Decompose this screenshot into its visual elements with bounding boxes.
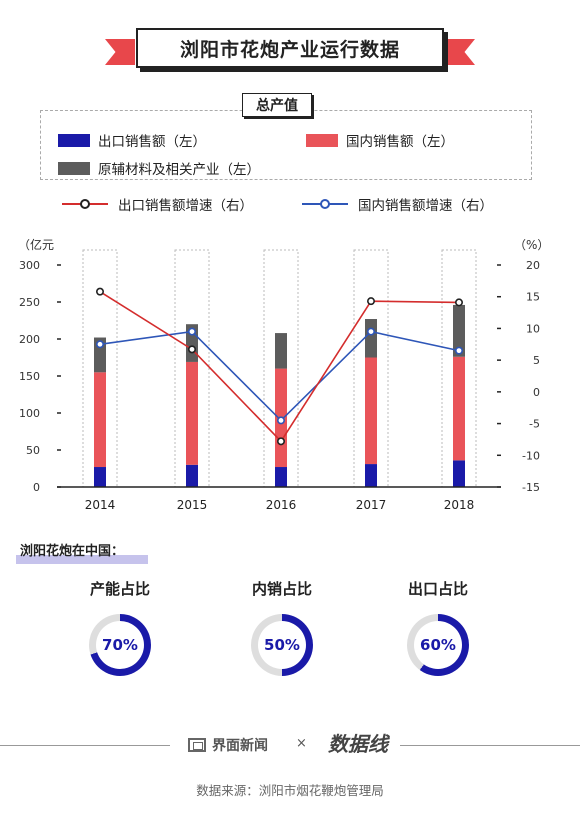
- bar-export-2015: [186, 464, 198, 487]
- domestic-growth-point-2015: [188, 327, 197, 336]
- domestic-growth-point-2018: [454, 346, 463, 355]
- right-tick-15: 15: [526, 291, 540, 304]
- domestic-growth-point-2016: [276, 416, 285, 425]
- left-tick-200: 200: [19, 333, 40, 346]
- footer-divider-right: [400, 745, 580, 746]
- right-tick--15: -15: [522, 481, 540, 494]
- left-axis-unit: （亿元: [18, 238, 55, 252]
- export-growth-point-2016: [276, 437, 285, 446]
- x-label-2017: 2017: [356, 498, 387, 512]
- footer-times: ×: [296, 736, 307, 751]
- data-source: 数据来源：浏阳市烟花鞭炮管理局: [196, 783, 384, 798]
- bar-domestic-2014: [94, 372, 106, 468]
- left-tick-250: 250: [19, 296, 40, 309]
- title-ribbon-left: [105, 39, 135, 65]
- bar-materials-2018: [453, 304, 465, 357]
- stat-label-export: 出口占比: [407, 580, 468, 598]
- bar-export-2014: [94, 467, 106, 487]
- export-growth-point-2018: [454, 298, 463, 307]
- x-label-2015: 2015: [177, 498, 208, 512]
- bar-domestic-2018: [453, 356, 465, 461]
- right-tick-5: 5: [533, 354, 540, 367]
- capacity-share-ring: 70%: [89, 614, 151, 676]
- right-tick--10: -10: [522, 449, 540, 462]
- domestic-share-value: 50%: [258, 621, 306, 669]
- left-tick-0: 0: [33, 481, 40, 494]
- export-share-value: 60%: [414, 621, 462, 669]
- left-tick-100: 100: [19, 407, 40, 420]
- china-section-title: 浏阳花炮在中国：: [20, 544, 125, 559]
- right-tick-20: 20: [526, 259, 540, 272]
- bar-materials-2017: [365, 319, 377, 358]
- right-tick--5: -5: [529, 418, 540, 431]
- legend-swatch-export: [58, 133, 90, 147]
- bar-export-2018: [453, 460, 465, 487]
- legend-swatch-domestic: [306, 133, 338, 147]
- left-tick-300: 300: [19, 259, 40, 272]
- legend-title: 总产值: [242, 93, 312, 117]
- legend-materials: 原辅材料及相关产业（左）: [58, 158, 260, 178]
- legend-label-domestic-growth: 国内销售额增速（右）: [358, 198, 493, 214]
- title-ribbon-right: [445, 39, 475, 65]
- legend-domestic-sales: 国内销售额（左）: [306, 130, 454, 150]
- domestic-share-ring: 50%: [251, 614, 313, 676]
- footer-divider-left: [0, 745, 170, 746]
- right-axis-unit: （%）: [514, 238, 550, 252]
- datawire-logo: 数据线: [328, 732, 388, 756]
- legend-label-export-growth: 出口销售额增速（右）: [118, 198, 253, 214]
- bar-domestic-2017: [365, 357, 377, 465]
- legend-swatch-materials: [58, 161, 90, 175]
- china-title-highlight: [16, 555, 148, 564]
- stat-label-capacity: 产能占比: [89, 580, 150, 598]
- x-label-2016: 2016: [266, 498, 297, 512]
- x-label-2018: 2018: [444, 498, 475, 512]
- x-label-2014: 2014: [85, 498, 116, 512]
- footer-brand: 界面新闻: [188, 735, 268, 755]
- jiemian-logo-icon: [188, 738, 206, 752]
- legend-export-sales: 出口销售额（左）: [58, 130, 206, 150]
- bar-materials-2016: [275, 333, 287, 369]
- right-tick-0: 0: [533, 386, 540, 399]
- bar-export-2017: [365, 464, 377, 487]
- legend-label-domestic: 国内销售额（左）: [346, 134, 454, 150]
- capacity-share-value: 70%: [96, 621, 144, 669]
- page-title: 浏阳市花炮产业运行数据: [136, 28, 444, 68]
- footer-brand-name: 界面新闻: [212, 738, 268, 754]
- legend-label-export: 出口销售额（左）: [98, 134, 206, 150]
- export-share-ring: 60%: [407, 614, 469, 676]
- export-growth-point-2015: [188, 345, 197, 354]
- legend-line-domestic-icon: [302, 197, 348, 211]
- legend-export-growth: 出口销售额增速（右）: [62, 194, 253, 214]
- domestic-growth-point-2017: [366, 327, 375, 336]
- right-tick-10: 10: [526, 322, 540, 335]
- export-growth-point-2017: [366, 297, 375, 306]
- bar-export-2016: [275, 467, 287, 487]
- stat-label-domestic: 内销占比: [251, 580, 312, 598]
- export-growth-point-2014: [96, 287, 105, 296]
- legend-label-materials: 原辅材料及相关产业（左）: [98, 162, 260, 178]
- legend-line-export-icon: [62, 197, 108, 211]
- left-tick-50: 50: [26, 444, 40, 457]
- legend-domestic-growth: 国内销售额增速（右）: [302, 194, 493, 214]
- left-tick-150: 150: [19, 370, 40, 383]
- domestic-growth-point-2014: [96, 340, 105, 349]
- bar-domestic-2015: [186, 361, 198, 465]
